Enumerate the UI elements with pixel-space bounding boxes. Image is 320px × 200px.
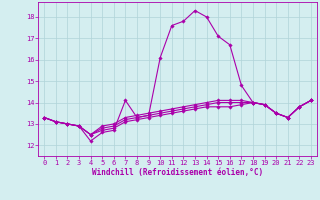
X-axis label: Windchill (Refroidissement éolien,°C): Windchill (Refroidissement éolien,°C) — [92, 168, 263, 177]
